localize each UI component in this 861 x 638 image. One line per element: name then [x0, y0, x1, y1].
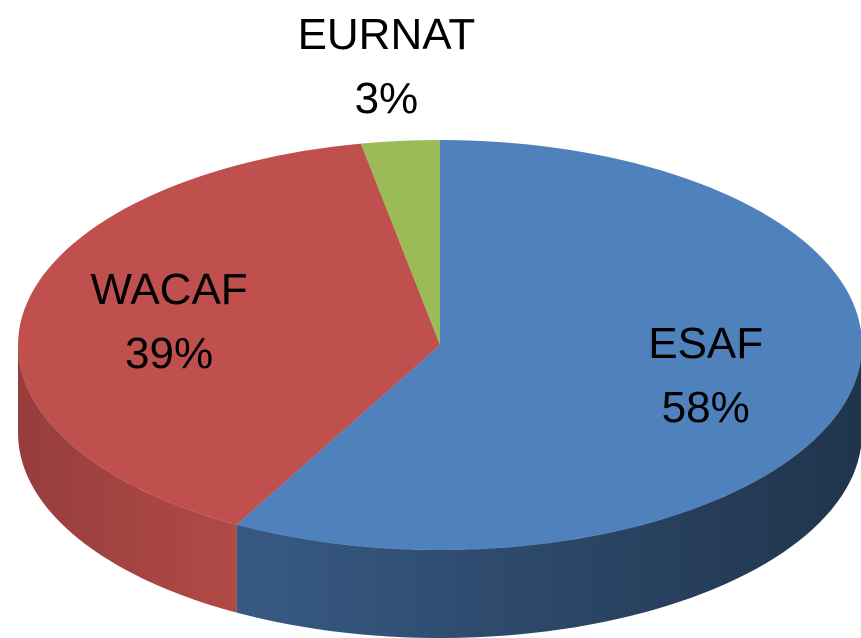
slice: [236, 140, 861, 550]
slice-side: [18, 345, 237, 613]
value-label: 3%: [355, 74, 419, 123]
value-label: 58%: [662, 383, 750, 432]
slice-side: [236, 359, 861, 638]
slice-label: WACAF: [90, 265, 247, 314]
slice: [360, 140, 440, 345]
slice: [18, 143, 440, 525]
slice-label: ESAF: [648, 319, 763, 368]
value-label: 39%: [125, 329, 213, 378]
slice-label: EURNAT: [298, 10, 476, 59]
